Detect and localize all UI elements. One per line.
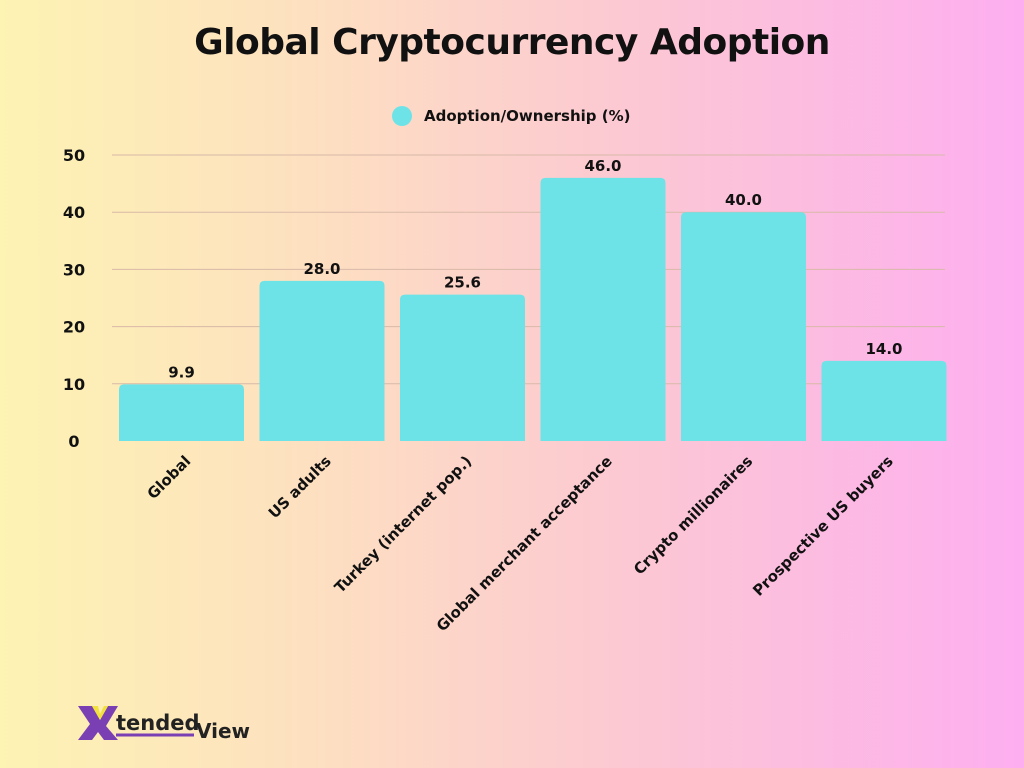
y-tick-label: 40	[63, 203, 85, 222]
data-label: 14.0	[865, 340, 902, 358]
data-label: 40.0	[725, 191, 762, 209]
legend-swatch	[392, 106, 412, 126]
bar	[540, 177, 666, 441]
bar	[259, 280, 385, 441]
x-tick-label: Global	[144, 452, 195, 503]
y-tick-label: 50	[63, 146, 85, 165]
legend: Adoption/Ownership (%)	[392, 106, 630, 126]
y-tick-label: 20	[63, 318, 85, 337]
bar	[821, 360, 947, 441]
legend-label: Adoption/Ownership (%)	[424, 107, 631, 125]
y-tick-label: 0	[68, 432, 79, 451]
x-tick-label: Crypto millionaires	[630, 452, 756, 578]
data-label: 28.0	[303, 260, 340, 278]
svg-text:View: View	[196, 719, 250, 742]
data-label: 25.6	[444, 274, 481, 292]
bar	[400, 294, 525, 441]
svg-text:tended: tended	[116, 711, 200, 735]
bar	[681, 212, 806, 441]
bar	[119, 384, 244, 441]
y-tick-label: 30	[63, 260, 85, 279]
xtendedview-logo: tended View	[78, 706, 250, 742]
y-tick-label: 10	[63, 375, 85, 394]
data-label: 9.9	[168, 363, 195, 381]
x-tick-label: US adults	[265, 452, 335, 522]
x-tick-label: Prospective US buyers	[749, 452, 897, 600]
data-label: 46.0	[584, 157, 621, 175]
x-tick-label: Turkey (internet pop.)	[331, 452, 476, 597]
chart-title: Global Cryptocurrency Adoption	[194, 22, 830, 63]
